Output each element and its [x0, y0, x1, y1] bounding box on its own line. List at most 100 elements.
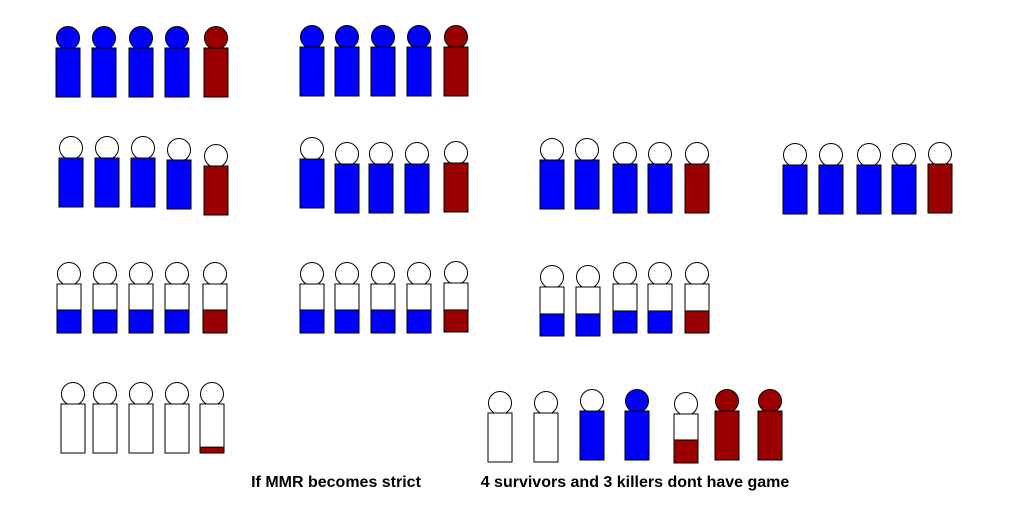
- pawn-head: [857, 143, 881, 167]
- pawn-head: [685, 262, 709, 286]
- pawn-fill: [128, 47, 154, 98]
- pawn-fill: [443, 46, 469, 97]
- pawn-head: [335, 25, 359, 49]
- pawn-head: [488, 391, 512, 415]
- pawn-fill: [574, 159, 600, 210]
- pawn-fill: [539, 313, 565, 337]
- pawn-head: [300, 262, 324, 286]
- pawn-fill: [782, 164, 808, 215]
- pawn-head: [648, 142, 672, 166]
- pawn-head: [613, 262, 637, 286]
- pawn-fill: [684, 163, 710, 214]
- pawn-fill: [673, 439, 699, 464]
- pawn-head: [685, 142, 709, 166]
- pawn-fill: [299, 309, 325, 334]
- pawn-head: [928, 142, 952, 166]
- pawn-head: [783, 143, 807, 167]
- pawn-body: [60, 403, 86, 454]
- pawn-head: [534, 391, 558, 415]
- pawn-fill: [406, 309, 432, 334]
- pawn-head: [758, 389, 782, 413]
- pawn-head: [93, 262, 117, 286]
- pawn-head: [575, 138, 599, 162]
- pawn-fill: [757, 410, 783, 461]
- pawn-fill: [203, 47, 229, 98]
- pawn-fill: [647, 163, 673, 214]
- pawn-fill: [334, 163, 360, 214]
- pawn-head: [59, 136, 83, 160]
- pawn-body: [487, 412, 513, 463]
- pawn-fill: [128, 309, 154, 334]
- pawn-fill: [856, 164, 882, 215]
- pawn-head: [625, 389, 649, 413]
- pawn-head: [335, 262, 359, 286]
- pawn-fill: [443, 162, 469, 213]
- pawn-head: [300, 137, 324, 161]
- pawn-head: [335, 142, 359, 166]
- pawn-head: [371, 262, 395, 286]
- pawn-fill: [164, 47, 190, 98]
- pawn-head: [892, 143, 916, 167]
- pawn-fill: [684, 310, 710, 334]
- pawn-head: [371, 25, 395, 49]
- pawn-fill: [370, 46, 396, 97]
- pawn-head: [57, 262, 81, 286]
- pawn-head: [95, 136, 119, 160]
- pawn-head: [674, 392, 698, 416]
- pawn-fill: [203, 165, 229, 216]
- pawn-fill: [94, 157, 120, 208]
- pawn-fill: [199, 446, 225, 454]
- pawn-fill: [92, 309, 118, 334]
- pawn-fill: [56, 309, 82, 334]
- pawn-head: [56, 26, 80, 50]
- pawn-fill: [612, 163, 638, 214]
- pawn-fill: [624, 410, 650, 461]
- pawn-head: [613, 142, 637, 166]
- pawn-head: [93, 382, 117, 406]
- pawn-fill: [404, 163, 430, 214]
- pawn-head: [407, 25, 431, 49]
- pawn-head: [407, 262, 431, 286]
- pawn-head: [129, 382, 153, 406]
- pawn-groups: [55, 25, 953, 464]
- pawn-fill: [55, 47, 81, 98]
- pawn-body: [199, 403, 225, 454]
- pawn-head: [92, 26, 116, 50]
- pawn-fill: [579, 410, 605, 461]
- pawn-head: [369, 142, 393, 166]
- pawn-fill: [166, 159, 192, 210]
- pawn-head: [540, 138, 564, 162]
- pawn-head: [165, 382, 189, 406]
- pawn-fill: [334, 309, 360, 334]
- pawn-fill: [164, 309, 190, 334]
- pawn-head: [300, 25, 324, 49]
- pawn-head: [444, 141, 468, 165]
- pawn-head: [648, 262, 672, 286]
- pawn-head: [165, 26, 189, 50]
- pawn-fill: [714, 410, 740, 461]
- pawn-head: [203, 262, 227, 286]
- pawn-head: [540, 265, 564, 289]
- pawn-head: [61, 382, 85, 406]
- pawn-fill: [370, 309, 396, 334]
- pawn-body: [128, 403, 154, 454]
- pawn-head: [165, 262, 189, 286]
- caption-left: If MMR becomes strict: [251, 474, 421, 491]
- pawn-fill: [299, 158, 325, 209]
- pawn-head: [129, 262, 153, 286]
- pawn-head: [405, 142, 429, 166]
- pawn-head: [444, 261, 468, 285]
- pawn-head: [715, 389, 739, 413]
- pawn-fill: [575, 313, 601, 337]
- pawn-head: [819, 143, 843, 167]
- pawn-fill: [406, 46, 432, 97]
- pawn-head: [444, 25, 468, 49]
- pawn-fill: [299, 46, 325, 97]
- pawn-fill: [818, 164, 844, 215]
- pawn-head: [167, 138, 191, 162]
- pawn-fill: [130, 157, 156, 208]
- pawn-fill: [927, 163, 953, 214]
- pawn-head: [576, 265, 600, 289]
- pawn-fill: [443, 309, 469, 333]
